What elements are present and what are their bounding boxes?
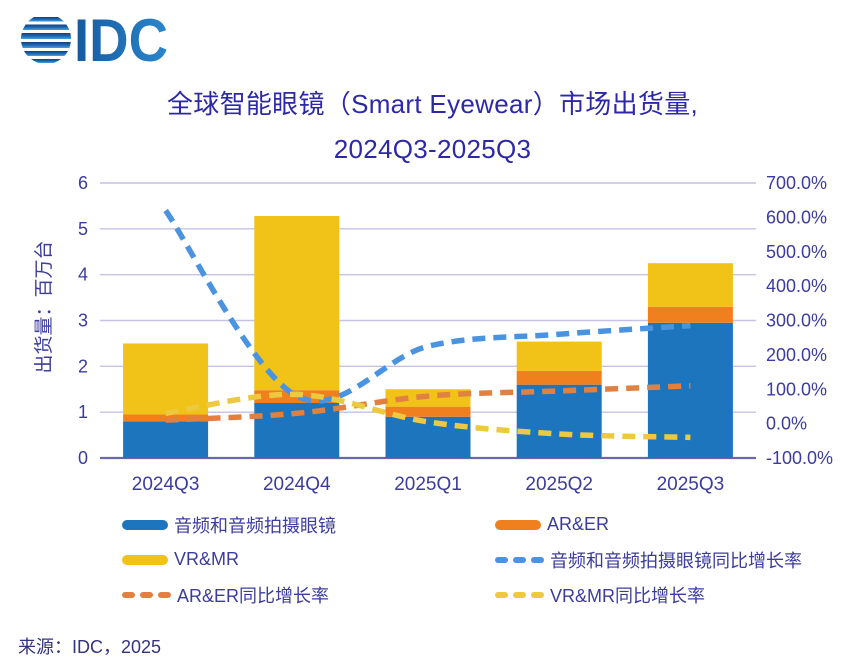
right-axis-tick: 200.0%: [766, 345, 827, 365]
shipments-combo-chart: 0 1 2 3 4 5 6 700.0% 600.0% 500.0% 400.0% 300.0% 200…: [33, 173, 833, 495]
growth-line: [163, 208, 691, 404]
legend-item-audio-glasses: 音频和音频拍摄眼镜: [122, 512, 495, 538]
bar-segment: [385, 406, 471, 417]
left-axis-tick: 1: [78, 402, 88, 422]
left-axis-tick: 5: [78, 219, 88, 239]
right-axis-tick: 500.0%: [766, 242, 827, 262]
bar-segment: [647, 306, 733, 323]
stacked-bars: [123, 216, 733, 458]
legend-label-vr-mr: VR&MR: [174, 549, 240, 569]
legend-label-ar-er-growth: AR&ER同比增长率: [177, 585, 330, 606]
bar-segment: [647, 322, 733, 458]
x-axis-label: 2025Q1: [394, 474, 462, 495]
legend-dash: [513, 591, 526, 598]
x-axis-label: 2024Q4: [263, 474, 331, 495]
right-axis-tick: 0.0%: [766, 414, 807, 434]
legend-dash: [140, 591, 153, 598]
bar-segment: [516, 384, 602, 458]
left-axis-tick: 6: [78, 173, 88, 193]
legend-dash: [513, 556, 526, 563]
legend-dash: [531, 556, 544, 563]
legend-dash: [158, 591, 171, 598]
idc-logo-graphic: IDC: [21, 7, 168, 74]
right-axis-tick: 700.0%: [766, 173, 827, 193]
legend-swatch-vr-mr-growth: [495, 591, 544, 598]
chart-legend: 音频和音频拍摄眼镜 AR&ER VR&MR 音频和音频拍摄眼镜同比增长率 AR&…: [122, 507, 802, 612]
growth-line: [165, 383, 691, 423]
growth-lines: [163, 208, 691, 441]
chart-title-line1: 全球智能眼镜（Smart Eyewear）市场出货量,: [166, 89, 699, 119]
bar-segment: [254, 216, 340, 391]
bar-segment: [516, 341, 602, 371]
bar-segment: [385, 416, 471, 458]
right-axis-tick: 400.0%: [766, 276, 827, 296]
right-axis-tick: -100.0%: [766, 448, 833, 468]
x-axis-label: 2025Q2: [525, 474, 593, 495]
legend-label-vr-mr-growth: VR&MR同比增长率: [550, 585, 706, 606]
legend-item-ar-er: AR&ER: [495, 514, 802, 535]
bar-segment: [123, 343, 209, 415]
source-note: 来源：IDC，2025: [18, 637, 162, 657]
left-axis-title: 出货量：百万台: [33, 240, 55, 373]
right-axis-tick: 100.0%: [766, 379, 827, 399]
legend-dash: [495, 556, 508, 563]
legend-swatch-audio-glasses: [122, 519, 168, 530]
chart-title-line2: 2024Q3-2025Q3: [333, 134, 532, 164]
left-axis-tick: 4: [78, 265, 88, 285]
left-axis-tick: 3: [78, 311, 88, 331]
legend-item-audio-glasses-growth: 音频和音频拍摄眼镜同比增长率: [495, 547, 802, 573]
legend-swatch-vr-mr: [122, 554, 168, 565]
legend-item-vr-mr-growth: VR&MR同比增长率: [495, 582, 802, 608]
legend-item-vr-mr: VR&MR: [122, 549, 495, 570]
chart-title: 全球智能眼镜（Smart Eyewear）市场出货量, 2024Q3-2025Q…: [0, 82, 865, 172]
bar-segment: [647, 263, 733, 307]
legend-label-ar-er: AR&ER: [547, 514, 610, 534]
legend-label-audio-glasses: 音频和音频拍摄眼镜: [174, 515, 336, 536]
legend-dash: [495, 591, 508, 598]
bar-segment: [516, 370, 602, 385]
idc-logo-text: IDC: [74, 8, 168, 70]
growth-line: [165, 391, 691, 441]
idc-logo: IDC: [20, 7, 170, 74]
legend-dash: [531, 591, 544, 598]
x-axis-label: 2024Q3: [132, 474, 200, 495]
globe-icon: [21, 17, 71, 63]
legend-dash: [122, 591, 135, 598]
right-axis-tick: 600.0%: [766, 207, 827, 227]
bar-segment: [123, 421, 209, 458]
right-axis-tick: 300.0%: [766, 311, 827, 331]
left-axis-tick: 0: [78, 448, 88, 468]
legend-swatch-ar-er: [495, 519, 541, 530]
legend-swatch-ar-er-growth: [122, 591, 171, 598]
left-axis-tick: 2: [78, 356, 88, 376]
legend-item-ar-er-growth: AR&ER同比增长率: [122, 582, 495, 608]
legend-label-audio-glasses-growth: 音频和音频拍摄眼镜同比增长率: [550, 550, 802, 571]
legend-swatch-audio-glasses-growth: [495, 556, 544, 563]
x-axis-label: 2025Q3: [657, 474, 725, 495]
